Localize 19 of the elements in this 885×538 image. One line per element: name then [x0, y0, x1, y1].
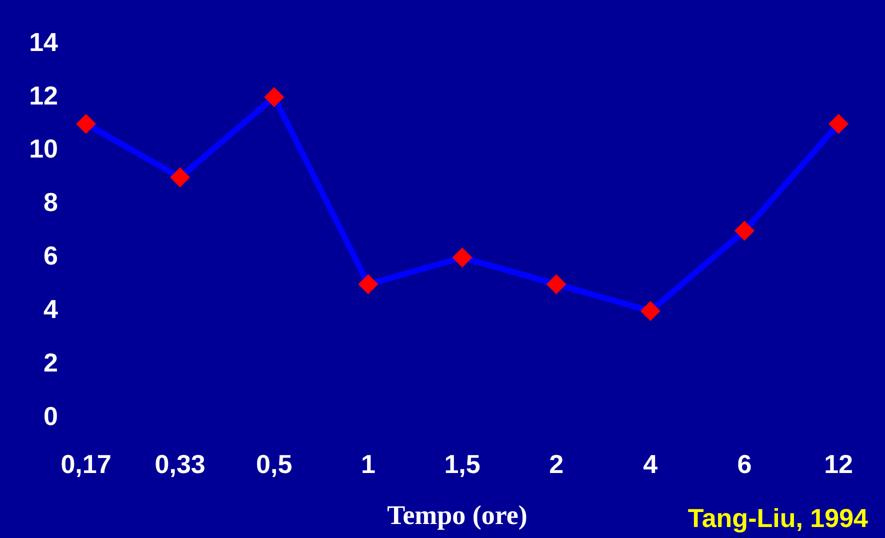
- y-tick-label: 6: [44, 240, 58, 271]
- x-tick-label: 1: [360, 448, 376, 479]
- y-tick-label: 2: [44, 348, 58, 378]
- x-axis-title: Tempo (ore): [387, 500, 528, 530]
- x-tick-label: 12: [824, 448, 853, 479]
- x-tick-label: 6: [737, 448, 752, 479]
- y-tick-label: 12: [29, 80, 58, 110]
- y-tick-label: 14: [29, 26, 59, 57]
- y-tick-label: 8: [44, 187, 58, 218]
- x-tick-label: 0,17: [60, 448, 112, 479]
- y-tick-label: 10: [29, 134, 58, 164]
- x-tick-label: 2: [549, 448, 564, 479]
- y-tick-label: 0: [44, 401, 58, 432]
- text: Tang-Liu, 1994: [688, 503, 869, 534]
- x-tick-label: 0,5: [256, 448, 292, 479]
- x-tick-label: 4: [643, 448, 658, 479]
- y-tick-label: 4: [44, 294, 59, 324]
- x-tick-label: 1,5: [444, 448, 480, 479]
- x-tick-label: 0,33: [154, 448, 206, 479]
